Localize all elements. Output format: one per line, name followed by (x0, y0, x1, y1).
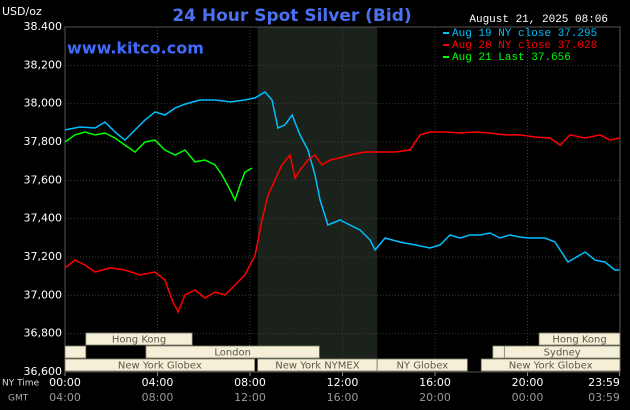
session-label: New York Globex (118, 361, 202, 372)
session-label: London (214, 348, 251, 359)
session-label: Hong Kong (112, 335, 166, 346)
y-tick-label: 37,800 (24, 135, 63, 148)
session-box (376, 358, 468, 372)
y-tick-label: 36,600 (24, 365, 63, 378)
x-tick-label: 16:00 (419, 376, 451, 389)
chart-title: 24 Hour Spot Silver (Bid) (172, 6, 411, 26)
y-tick-label: 36,800 (24, 327, 63, 340)
gmt-tick-label: 16:00 (327, 391, 359, 404)
timestamp: August 21, 2025 08:06 (469, 14, 608, 26)
y-tick-label: 38,200 (24, 58, 63, 71)
series-line (64, 131, 620, 314)
session-label: Hong Kong (552, 335, 606, 346)
x-tick-label: 12:00 (327, 376, 359, 389)
legend-label: Aug 19 NY close 37.295 (452, 28, 597, 40)
session-label: New York Globex (509, 361, 593, 372)
y-axis-unit: USD/oz (2, 5, 42, 18)
session-box (492, 345, 505, 359)
gmt-tick-label: 04:00 (49, 391, 81, 404)
x-tick-label: 20:00 (512, 376, 544, 389)
gmt-tick-label: 03:59 (588, 391, 620, 404)
x-tick-label: 04:00 (142, 376, 174, 389)
x-tick-label: 23:59 (588, 376, 620, 389)
y-tick-label: 37,400 (24, 212, 63, 225)
session-box (480, 358, 621, 372)
x-axis-label: NY Time (2, 379, 40, 389)
session-label: NY Globex (396, 361, 448, 372)
y-tick-label: 38,000 (24, 97, 63, 110)
x-tick-label: 00:00 (49, 376, 81, 389)
session-box (503, 345, 621, 359)
y-tick-label: 37,200 (24, 250, 63, 263)
session-box (538, 332, 621, 346)
session-label: New York NYMEX (275, 361, 360, 372)
gmt-tick-label: 20:00 (419, 391, 451, 404)
session-box (145, 345, 320, 359)
y-tick-label: 38.400 (24, 20, 63, 33)
y-tick-label: 37,000 (24, 288, 63, 301)
session-box (64, 345, 87, 359)
plot-border (64, 26, 621, 373)
shaded-region (257, 27, 378, 372)
session-box (64, 358, 256, 372)
gmt-tick-label: 12:00 (234, 391, 266, 404)
x2-axis-label: GMT (8, 394, 29, 404)
legend-label: Aug 20 NY close 37.028 (452, 40, 597, 52)
session-box (85, 332, 193, 346)
watermark: www.kitco.com (67, 39, 204, 58)
series-line (64, 131, 253, 203)
gmt-tick-label: 00:00 (512, 391, 544, 404)
x-tick-label: 08:00 (234, 376, 266, 389)
session-label: Sydney (544, 348, 581, 359)
legend-label: Aug 21 Last 37.656 (452, 52, 571, 64)
y-tick-label: 37,600 (24, 173, 63, 186)
gmt-tick-label: 08:00 (142, 391, 174, 404)
series-line (64, 91, 620, 271)
